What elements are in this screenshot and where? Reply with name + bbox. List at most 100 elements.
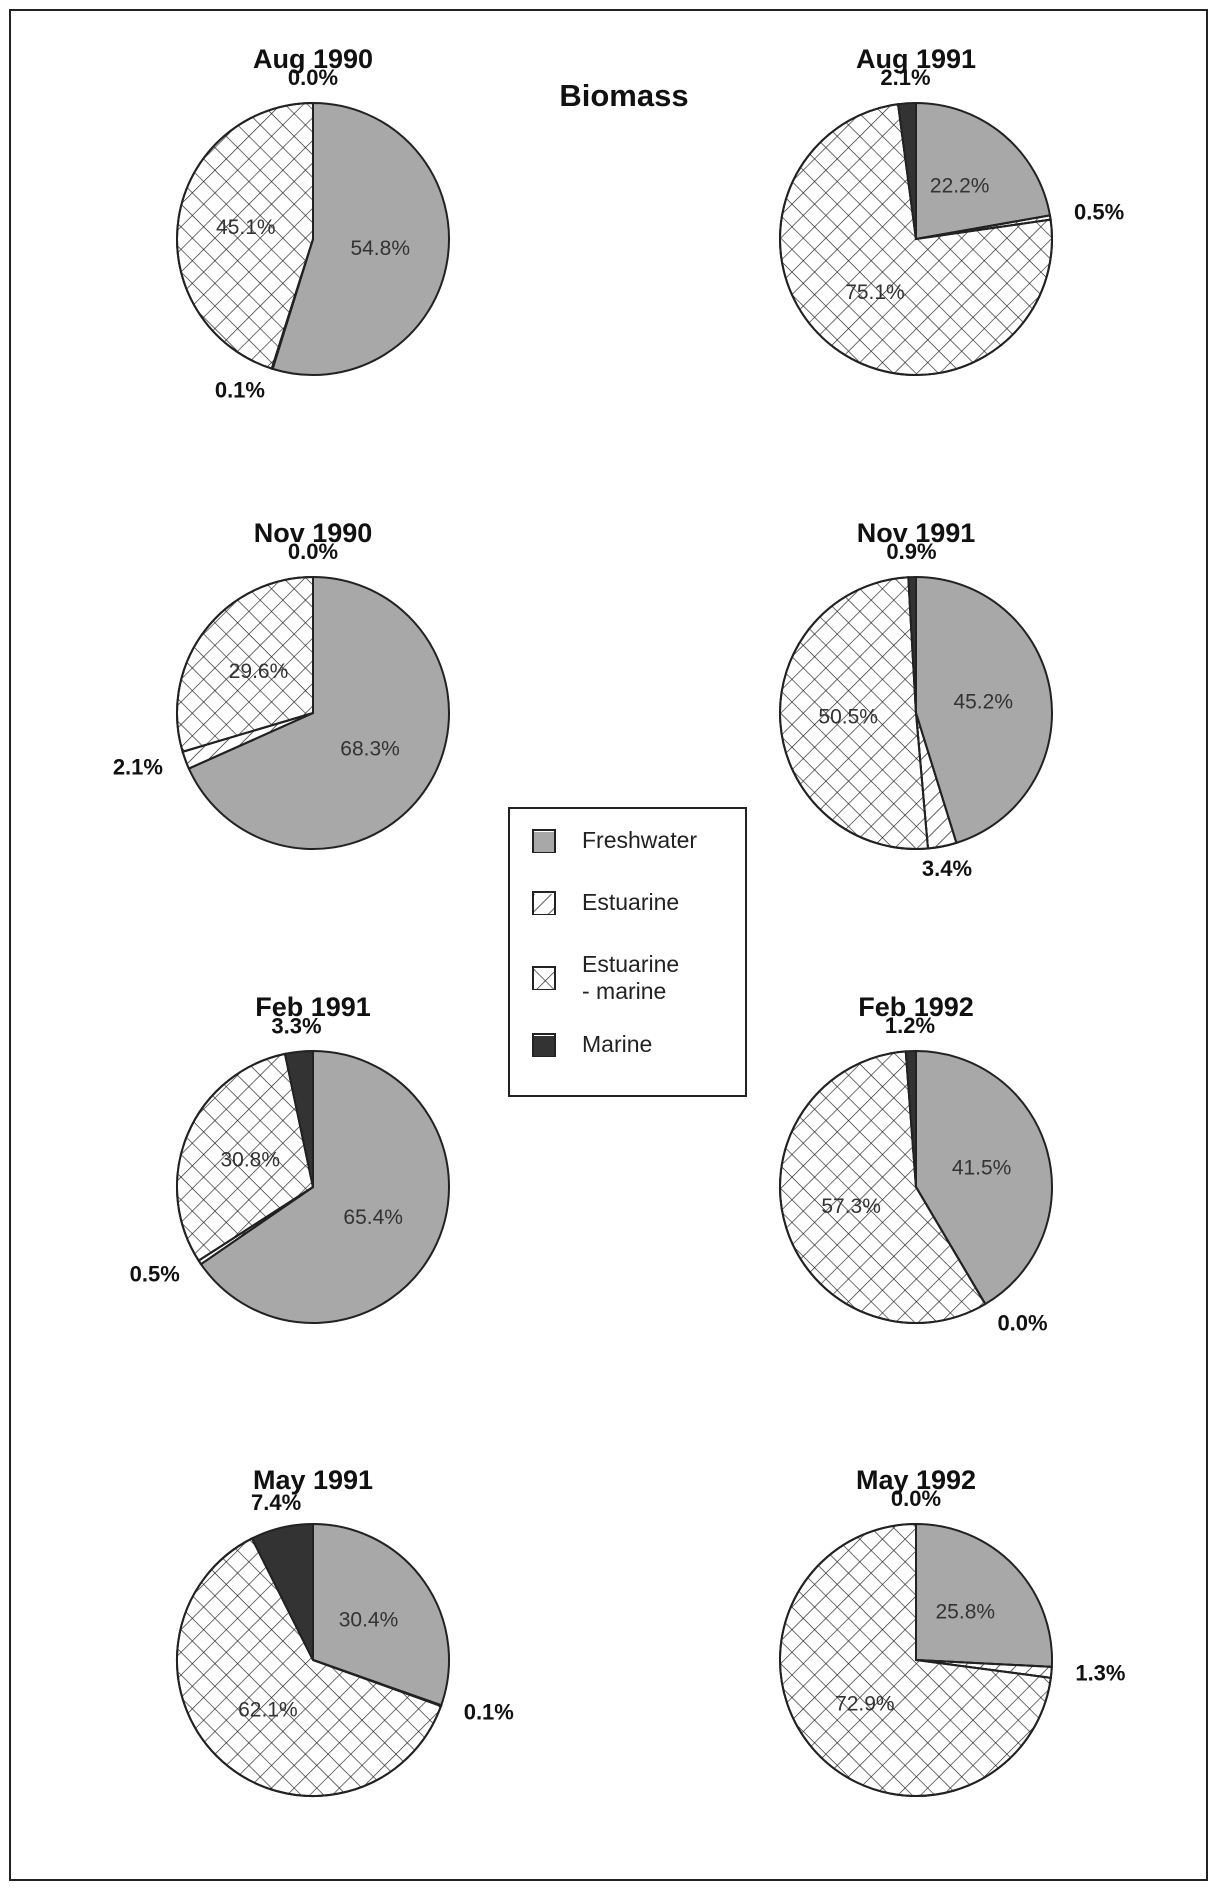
slice [199,1049,450,1324]
value-label: 57.3% [821,1195,881,1218]
slice [779,103,1053,376]
value-label: 54.8% [350,237,410,260]
value-label: 2.1% [113,754,163,779]
slice [904,1049,917,1188]
value-label: 30.8% [220,1148,280,1171]
swatch-color [534,1035,554,1056]
frame [9,9,1208,1881]
value-label: 0.5% [130,1261,180,1286]
pie-title: Aug 1990 [253,44,373,74]
slice [312,1522,450,1707]
swatch-fill [534,893,554,914]
slice-fill [915,101,1052,241]
slice-fill [250,1522,314,1661]
slice [176,575,314,754]
slice-pattern [176,101,314,370]
slice-fill [907,575,917,714]
pie-title: Aug 1991 [856,44,976,74]
value-label: 65.4% [343,1206,403,1229]
slice-pattern [779,576,930,850]
slice-fill [187,575,450,850]
slice [915,712,958,850]
slice-fill [915,1049,1053,1306]
legend-label: Estuarine - marine [582,951,680,1004]
value-label: 45.2% [953,690,1013,713]
pie-title: Nov 1990 [254,518,373,548]
legend-swatch [532,890,556,915]
slice [896,101,917,240]
slice-pattern [176,1537,443,1797]
slice [176,101,314,370]
slice-fill [915,1522,1053,1668]
slice [779,1050,987,1324]
legend-label: Estuarine [582,889,680,915]
slice [250,1522,314,1661]
value-label: 3.3% [271,1014,321,1039]
slice-fill [915,575,1053,845]
value-label: 62.1% [238,1698,298,1721]
slice-fill [896,101,917,240]
legend-item: Estuarine - marine [532,951,687,1005]
value-label: 0.1% [215,377,265,402]
legend-swatch [532,828,556,853]
slice [915,1049,1053,1306]
value-label: 1.3% [1075,1660,1125,1685]
chart-title: Biomass [559,78,688,113]
slice-pattern [176,575,314,754]
legend-item: Estuarine [532,889,679,916]
slice [915,101,1052,241]
swatch-pattern [534,893,554,914]
slice-fill [283,1049,314,1188]
slice [915,575,1053,845]
slice-pattern [176,1052,315,1262]
swatch-fill [534,831,554,852]
value-label: 2.1% [880,65,930,90]
value-label: 7.4% [251,1490,301,1515]
pie-title: Feb 1992 [858,992,974,1022]
value-label: 68.3% [340,738,400,761]
pie-title: May 1991 [253,1465,373,1495]
legend-label: Marine [582,1031,653,1057]
pie-title: May 1992 [856,1465,976,1495]
value-label: 75.1% [845,281,905,304]
value-label: 3.4% [922,856,972,881]
slice [779,576,930,850]
slice [283,1049,314,1188]
slice-fill [904,1049,917,1188]
swatch-fill [534,969,554,989]
value-label: 1.2% [885,1013,935,1038]
slice-pattern [779,103,1053,376]
slice [907,575,917,714]
slice-fill [312,1522,450,1707]
value-label: 0.0% [891,1486,941,1511]
value-label: 45.1% [216,216,276,239]
legend-swatch [532,966,556,990]
value-label: 30.4% [339,1608,399,1631]
value-label: 0.1% [464,1700,514,1725]
legend-swatch [532,1032,556,1057]
value-label: 22.2% [930,174,990,197]
legend-item: Marine [532,1031,652,1058]
pie-title: Feb 1991 [255,992,371,1022]
value-label: 50.5% [818,705,878,728]
slice [176,1537,443,1797]
legend-label: Freshwater [582,827,698,853]
slice-pattern [779,1050,987,1324]
value-label: 25.8% [936,1601,996,1624]
slice [187,575,450,850]
pie-title: Nov 1991 [857,518,976,548]
slice [271,101,450,376]
slice-fill [199,1049,450,1324]
value-label: 0.0% [288,539,338,564]
slice [176,1052,315,1262]
value-label: 0.5% [1074,200,1124,225]
legend: Freshwater Estuarine Estuarine - marine Mar… [508,807,747,1097]
value-label: 0.9% [886,539,936,564]
value-label: 72.9% [835,1692,895,1715]
value-label: 29.6% [229,660,289,683]
slice [915,1522,1053,1668]
value-label: 41.5% [952,1157,1012,1180]
swatch-color [534,831,554,852]
value-label: 0.0% [288,65,338,90]
